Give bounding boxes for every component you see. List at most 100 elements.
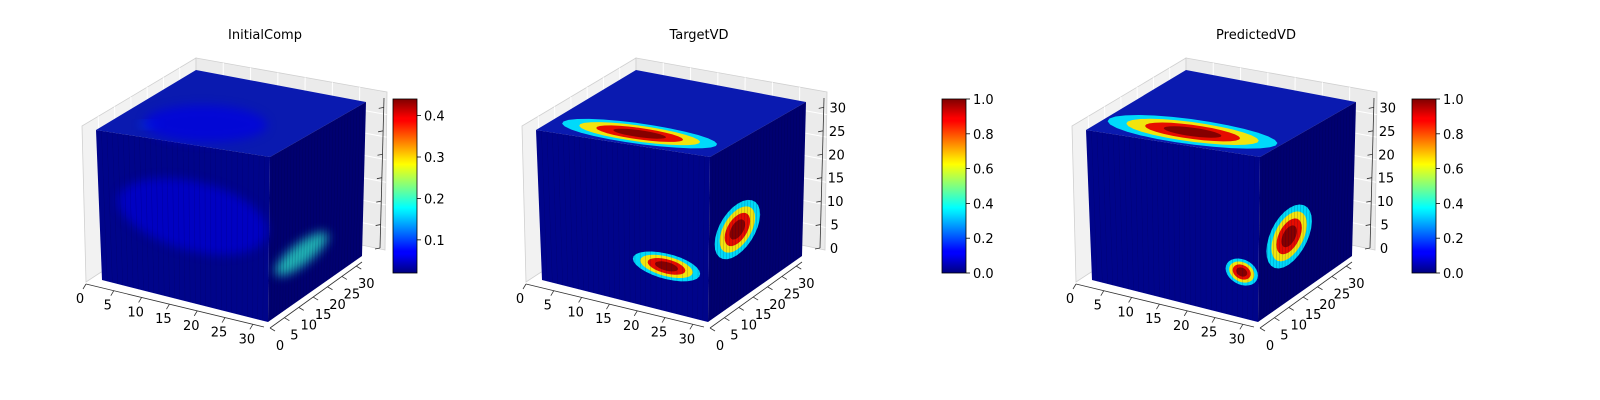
data-region-top bbox=[143, 104, 268, 143]
colorbar-tick-label: 0.1 bbox=[424, 234, 445, 249]
voxel-line bbox=[1242, 154, 1244, 319]
y-tick-label: 10 bbox=[1290, 318, 1307, 333]
y-tick bbox=[1317, 286, 1323, 291]
x-tick bbox=[1239, 324, 1244, 330]
voxel-line bbox=[1194, 146, 1196, 307]
subplot-title: PredictedVD bbox=[1216, 28, 1296, 43]
z-tick bbox=[1368, 106, 1374, 109]
x-tick-label: 5 bbox=[544, 299, 552, 314]
x-tick-label: 30 bbox=[1229, 332, 1246, 347]
voxel-line bbox=[760, 126, 765, 285]
voxel-line bbox=[763, 124, 768, 283]
z-tick-label: 0 bbox=[1380, 242, 1388, 257]
voxel-line bbox=[1278, 144, 1282, 308]
colorbar: 0.0 0.2 0.4 0.6 0.8 1.0 bbox=[1411, 93, 1464, 282]
y-tick bbox=[1288, 307, 1294, 311]
voxel-line bbox=[778, 115, 783, 273]
data-region-top bbox=[1163, 126, 1222, 138]
voxel-line bbox=[687, 153, 689, 317]
x-tick bbox=[1128, 297, 1132, 303]
y-tick bbox=[298, 307, 304, 311]
voxel-line bbox=[722, 148, 726, 312]
voxel-line bbox=[1151, 140, 1155, 296]
y-tick-label: 30 bbox=[358, 277, 375, 292]
z-tick-label: 5 bbox=[830, 219, 838, 234]
z-tick-label: 5 bbox=[1380, 219, 1388, 234]
x-tick bbox=[166, 303, 170, 310]
voxel-line bbox=[236, 151, 238, 315]
voxel-line bbox=[193, 145, 196, 304]
y-tick bbox=[1346, 265, 1352, 270]
colorbar-tick-label: 0.0 bbox=[1443, 267, 1464, 282]
colorbar: 0.1 0.2 0.3 0.4 bbox=[392, 98, 445, 274]
voxel-line bbox=[1091, 130, 1098, 282]
voxel-line bbox=[573, 135, 579, 290]
voxel-line bbox=[757, 127, 762, 287]
voxel-line bbox=[166, 140, 170, 298]
voxel-line bbox=[546, 131, 553, 283]
voxel-line bbox=[1226, 151, 1228, 315]
colorbar-tick-label: 0.4 bbox=[1443, 197, 1464, 212]
x-tick-label: 25 bbox=[651, 326, 668, 341]
voxel-line bbox=[188, 144, 191, 303]
y-tick bbox=[356, 265, 362, 270]
voxel-line bbox=[617, 142, 620, 300]
voxel-line bbox=[1260, 155, 1264, 320]
voxel-line bbox=[772, 119, 777, 277]
x-tick bbox=[661, 317, 666, 323]
voxel-line bbox=[282, 148, 286, 312]
voxel-line bbox=[552, 132, 558, 284]
z-tick bbox=[817, 153, 823, 156]
voxel-line bbox=[737, 139, 741, 302]
voxel-line bbox=[241, 152, 243, 316]
voxel-line bbox=[1118, 135, 1124, 288]
x-axis-line bbox=[1075, 283, 1255, 328]
y-axis-line bbox=[269, 261, 363, 329]
x-tick bbox=[249, 324, 254, 330]
voxel-line bbox=[728, 144, 732, 308]
voxel-line bbox=[344, 112, 349, 269]
voxel-line bbox=[650, 147, 652, 308]
voxel-line bbox=[1310, 126, 1315, 285]
voxel-line bbox=[257, 155, 260, 320]
voxel-line bbox=[101, 130, 108, 282]
x-tick-label: 10 bbox=[567, 305, 584, 320]
y-tick-label: 5 bbox=[1280, 329, 1288, 344]
voxel-line bbox=[297, 139, 301, 302]
y-tick-label: 30 bbox=[1348, 277, 1365, 292]
voxel-line bbox=[754, 129, 759, 290]
voxel-line bbox=[215, 148, 217, 309]
voxel-line bbox=[1247, 155, 1250, 320]
cube-front-face bbox=[536, 130, 710, 322]
y-tick bbox=[1259, 327, 1266, 332]
x-tick bbox=[138, 297, 142, 303]
colorbar-tick-label: 0.3 bbox=[424, 151, 445, 166]
voxel-line bbox=[182, 143, 186, 302]
y-tick-label: 15 bbox=[315, 308, 332, 323]
y-tick bbox=[1302, 296, 1309, 301]
y-tick bbox=[709, 327, 716, 332]
voxel-line bbox=[1298, 132, 1303, 294]
y-tick-label: 10 bbox=[300, 318, 317, 333]
voxel-line bbox=[1205, 148, 1207, 309]
voxel-line bbox=[1348, 103, 1354, 259]
x-axis-line bbox=[525, 283, 705, 328]
z-tick-label: 15 bbox=[828, 172, 845, 187]
voxel-line bbox=[697, 155, 700, 320]
voxel-line bbox=[161, 140, 165, 296]
voxel-line bbox=[622, 143, 626, 302]
x-tick-label: 15 bbox=[595, 312, 612, 327]
y-tick-label: 20 bbox=[1319, 298, 1336, 313]
z-tick bbox=[816, 200, 822, 203]
voxel-line bbox=[1293, 136, 1297, 298]
voxel-line bbox=[1140, 138, 1145, 294]
colorbar-tick-label: 0.6 bbox=[973, 163, 994, 178]
z-tick-label: 30 bbox=[1379, 101, 1396, 116]
voxel-line bbox=[139, 136, 144, 291]
voxel-line bbox=[341, 114, 346, 271]
voxel-line bbox=[177, 142, 180, 300]
voxel-line bbox=[329, 120, 334, 279]
z-tick bbox=[1367, 153, 1373, 156]
x-tick-label: 30 bbox=[239, 332, 256, 347]
